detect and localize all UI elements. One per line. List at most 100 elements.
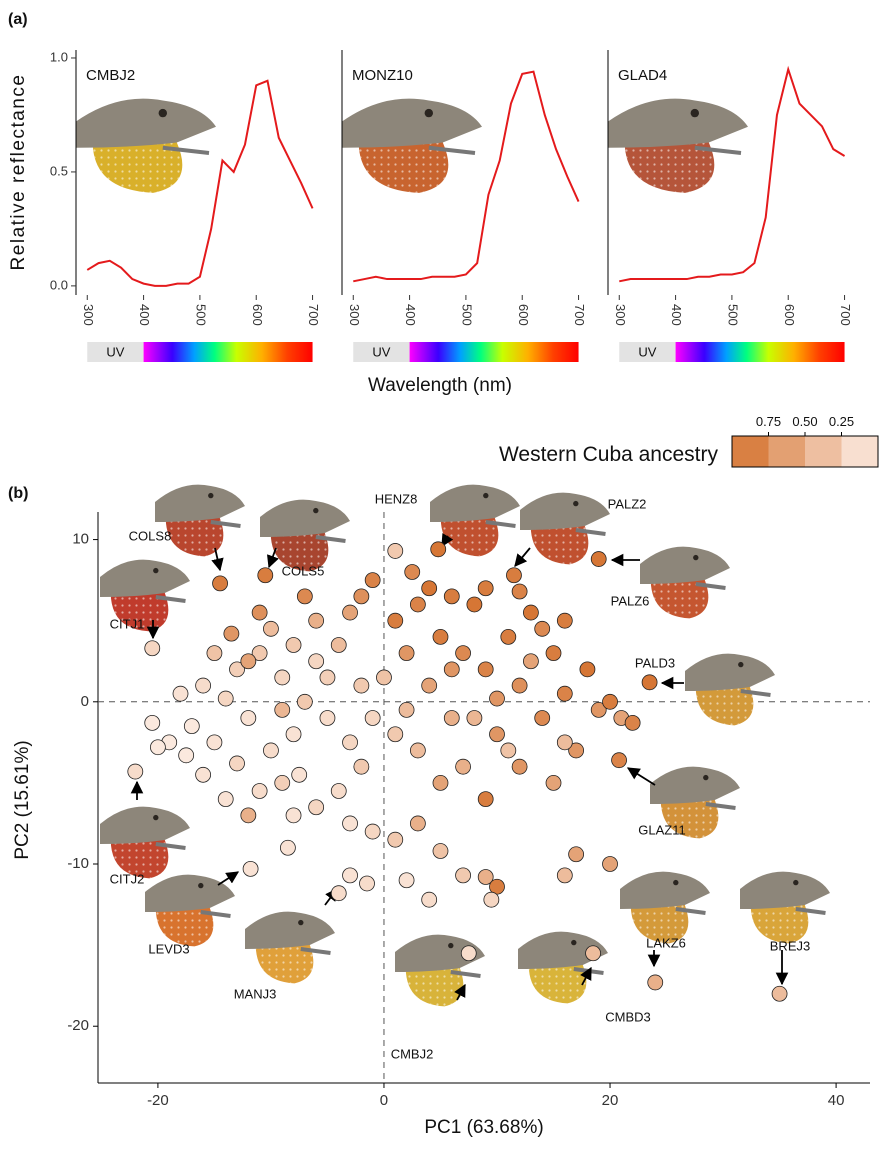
labeled-point <box>212 575 228 592</box>
sample-point <box>398 645 415 662</box>
labeled-point <box>647 974 664 991</box>
sample-point <box>556 612 573 629</box>
sample-point <box>291 766 308 783</box>
x-tick-label: 700 <box>838 304 853 326</box>
legend-swatch <box>805 436 842 467</box>
probe <box>705 802 736 810</box>
sample-point <box>308 799 325 816</box>
panel-label: (b) <box>8 485 28 502</box>
eye <box>738 661 744 668</box>
probe <box>428 145 476 155</box>
point-label: MANJ3 <box>234 986 277 1001</box>
point-label: LAKZ6 <box>646 935 686 950</box>
sample-point <box>568 846 585 863</box>
probe <box>695 582 726 590</box>
sample-point <box>183 718 200 735</box>
sample-point <box>409 742 426 759</box>
sample-point <box>217 791 234 808</box>
lizard-photo <box>685 653 775 726</box>
probe <box>575 528 606 536</box>
dewlap-scales <box>405 964 464 1007</box>
probe <box>155 595 186 603</box>
labeled-point <box>585 945 601 962</box>
lizard-photo <box>155 484 245 557</box>
lizard-photo <box>245 911 335 984</box>
head <box>640 546 730 584</box>
legend-title: Western Cuba ancestry <box>499 443 719 466</box>
sample-point <box>387 726 404 743</box>
y-tick-label: 1.0 <box>50 49 68 64</box>
sample-point <box>330 637 347 653</box>
pointer-arrow <box>267 547 279 569</box>
sample-point <box>534 710 551 726</box>
dewlap-scales <box>530 522 589 565</box>
sample-point <box>523 653 539 670</box>
dewlap-scales <box>358 137 449 193</box>
sample-point <box>206 645 223 662</box>
probe <box>200 910 231 918</box>
sample-point <box>421 580 438 597</box>
head <box>100 806 190 844</box>
x-tick-label: 400 <box>669 304 684 326</box>
sample-point <box>443 661 460 678</box>
lizard-photo <box>520 492 610 565</box>
uv-band <box>619 342 676 362</box>
spectrum-line <box>86 79 314 287</box>
x-tick-label: 300 <box>613 304 628 326</box>
eye <box>690 108 699 118</box>
head <box>620 871 710 909</box>
sample-point <box>217 690 234 707</box>
eye <box>448 942 454 949</box>
sample-point <box>556 867 573 884</box>
sample-point <box>223 625 240 642</box>
sample-point <box>330 783 347 799</box>
visible-band <box>675 342 845 362</box>
x-tick-label: 600 <box>782 304 797 326</box>
lizard-photo <box>640 546 730 619</box>
sample-point <box>556 685 573 702</box>
pointer-arrow <box>626 767 656 786</box>
sample-point <box>398 872 415 889</box>
sample-point <box>387 831 404 848</box>
sample-point <box>342 867 358 884</box>
sample-point <box>353 588 370 605</box>
x-tick-label: 500 <box>725 304 740 326</box>
head <box>76 98 216 148</box>
sample-point <box>251 604 268 621</box>
head <box>520 492 610 530</box>
sample-point <box>359 875 375 892</box>
x-tick-label: 700 <box>306 304 321 326</box>
sample-point <box>285 807 302 824</box>
lizard-photo <box>260 499 350 572</box>
sample-point <box>421 891 438 908</box>
sample-point <box>477 869 494 885</box>
sample-point <box>534 620 551 637</box>
eye <box>571 939 577 946</box>
head <box>145 874 235 912</box>
chart-label: CMBJ2 <box>86 67 135 84</box>
lizard-photo <box>100 559 190 632</box>
probe <box>155 842 186 850</box>
labeled-point <box>430 541 447 558</box>
probe <box>162 145 210 155</box>
sample-point <box>251 783 268 799</box>
sample-point <box>178 747 195 764</box>
sample-point <box>274 702 291 718</box>
eye <box>483 492 489 499</box>
sample-point <box>477 661 494 678</box>
eye <box>793 879 799 886</box>
labeled-point <box>127 763 144 780</box>
head <box>608 98 748 148</box>
dewlap-scales <box>650 576 709 619</box>
head <box>155 484 245 522</box>
sample-point <box>421 677 438 694</box>
x-tick-label: 300 <box>347 304 362 326</box>
visible-band <box>143 342 313 362</box>
sample-point <box>229 661 245 678</box>
sample-point <box>364 823 381 840</box>
head <box>245 911 335 949</box>
labeled-point <box>460 945 477 962</box>
sample-point <box>144 714 161 731</box>
band-label: UV <box>638 344 656 359</box>
x-tick-label: 400 <box>137 304 152 326</box>
